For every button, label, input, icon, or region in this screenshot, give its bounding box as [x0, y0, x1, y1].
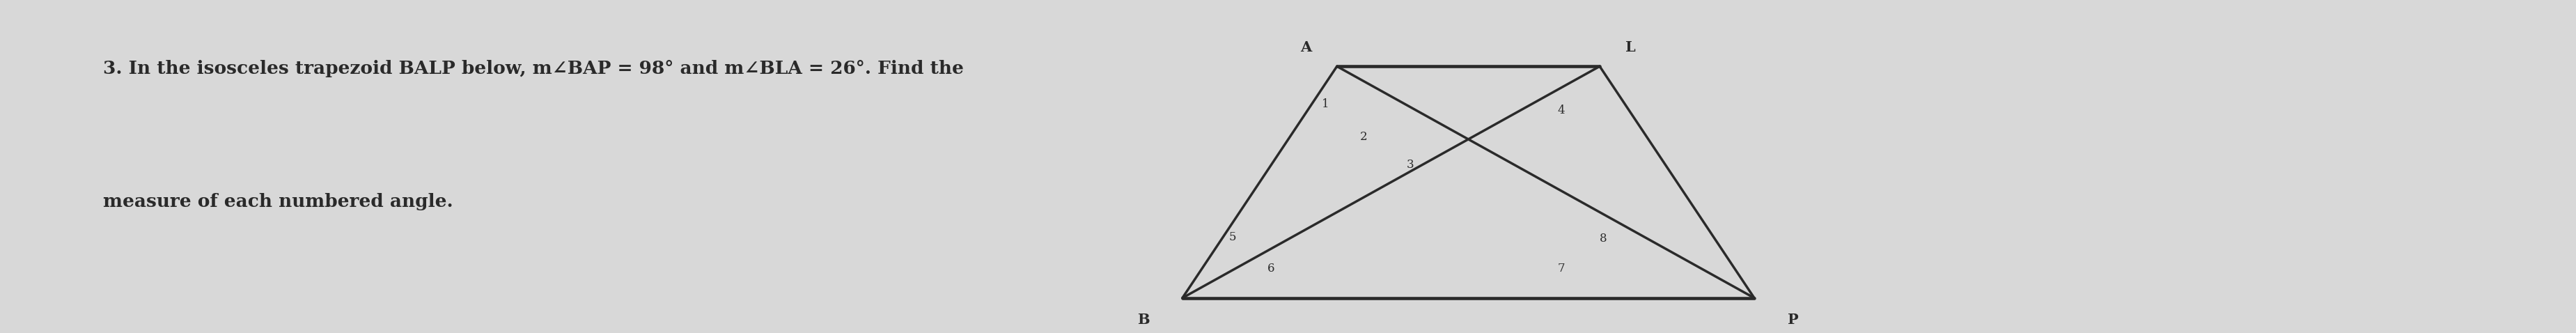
Text: B: B	[1139, 313, 1149, 327]
Text: 6: 6	[1267, 262, 1275, 274]
Text: 8: 8	[1600, 232, 1607, 244]
Text: 4: 4	[1558, 104, 1564, 116]
Text: P: P	[1788, 313, 1798, 327]
Text: A: A	[1301, 41, 1311, 55]
Text: 7: 7	[1558, 262, 1564, 274]
Text: measure of each numbered angle.: measure of each numbered angle.	[103, 193, 453, 210]
Text: L: L	[1625, 41, 1636, 55]
Text: 1: 1	[1321, 98, 1329, 110]
Text: 3: 3	[1406, 159, 1414, 171]
Text: 2: 2	[1360, 131, 1368, 143]
Text: 5: 5	[1229, 231, 1236, 243]
Text: 3. In the isosceles trapezoid BALP below, m∠BAP = 98° and m∠BLA = 26°. Find the: 3. In the isosceles trapezoid BALP below…	[103, 60, 963, 77]
